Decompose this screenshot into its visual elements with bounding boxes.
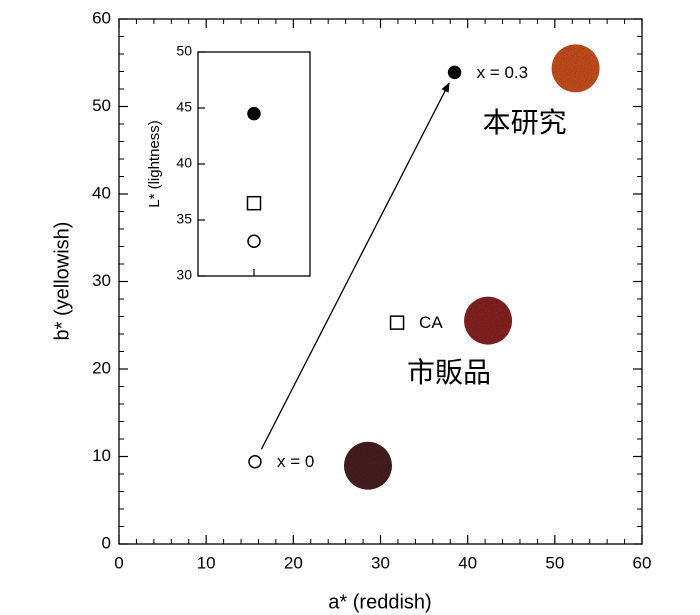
y-tick-label: 40 <box>92 183 111 202</box>
x-tick-label: 40 <box>458 553 477 572</box>
point-label: CA <box>419 313 443 332</box>
marker <box>447 65 462 80</box>
x-axis-label: a* (reddish) <box>328 591 431 613</box>
inset-y-tick-label: 50 <box>176 43 192 59</box>
y-tick-label: 50 <box>92 96 111 115</box>
group-label: 市販品 <box>407 357 491 388</box>
arrow <box>260 82 450 450</box>
x-tick-label: 50 <box>545 553 564 572</box>
marker <box>246 195 262 211</box>
x-tick-label: 0 <box>114 553 123 572</box>
x-tick-label: 10 <box>197 553 216 572</box>
group-label: 本研究 <box>483 107 567 138</box>
marker <box>248 455 262 469</box>
y-tick-label: 0 <box>102 533 111 552</box>
inset-y-axis-label: L* (lightness) <box>146 120 163 208</box>
marker <box>247 106 261 121</box>
point-label: x = 0 <box>277 452 314 471</box>
sample-swatch <box>464 296 513 345</box>
x-tick-label: 60 <box>633 553 652 572</box>
y-tick-label: 10 <box>92 446 111 465</box>
y-axis-label: b* (yellowish) <box>51 222 73 341</box>
x-tick-label: 30 <box>371 553 390 572</box>
point-label: x = 0.3 <box>477 63 529 82</box>
inset-y-tick-label: 40 <box>176 155 192 171</box>
inset-y-tick-label: 45 <box>176 99 192 115</box>
sample-swatch <box>343 441 392 490</box>
y-tick-label: 20 <box>92 358 111 377</box>
marker <box>247 234 261 249</box>
y-tick-label: 60 <box>92 8 111 27</box>
marker <box>389 315 405 330</box>
y-tick-label: 30 <box>92 271 111 290</box>
x-tick-label: 20 <box>284 553 303 572</box>
sample-swatch <box>551 44 600 93</box>
inset-y-tick-label: 30 <box>176 267 192 283</box>
inset-y-tick-label: 35 <box>176 211 192 227</box>
